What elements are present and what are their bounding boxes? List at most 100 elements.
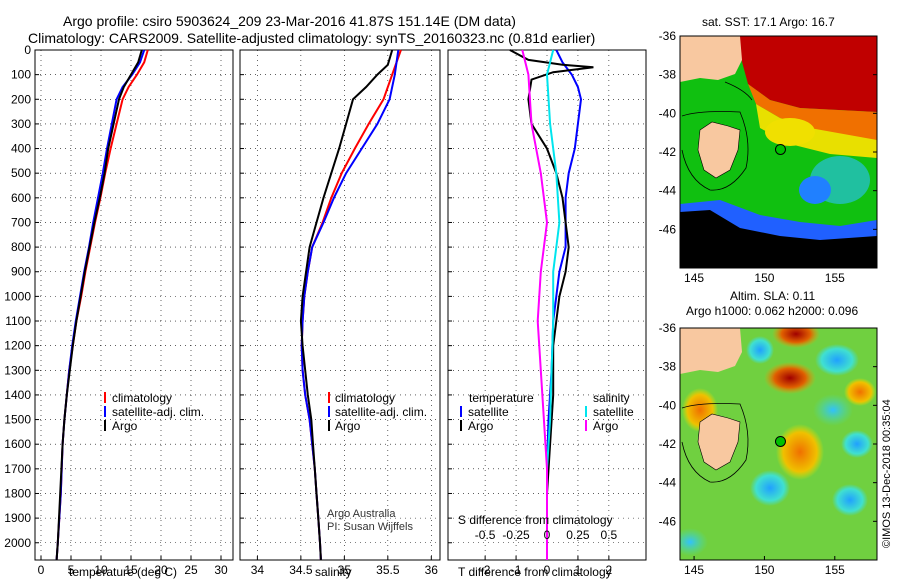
temperature-lines xyxy=(55,49,149,560)
legend-label-t-argo: Argo xyxy=(468,419,494,433)
depth-tick-label: 400 xyxy=(11,142,31,156)
salinity-ticks: 34 34.5 35 35.5 36 xyxy=(240,49,439,577)
x-tick-label: 35 xyxy=(338,563,352,577)
depth-tick-label: 100 xyxy=(11,68,31,82)
salinity-panel: 34 34.5 35 35.5 36 salinity climatology sate… xyxy=(239,49,441,579)
depth-tick-label: 1900 xyxy=(4,511,31,525)
depth-tick-label: 1100 xyxy=(5,314,31,328)
figure-title-line1: Argo profile: csiro 5903624_209 23-Mar-2… xyxy=(63,13,516,29)
sst-eddy-blue xyxy=(799,176,831,204)
sst-map-title: sat. SST: 17.1 Argo: 16.7 xyxy=(702,15,835,29)
depth-tick-label: 2000 xyxy=(4,536,31,550)
series-line-s-argo xyxy=(521,49,549,560)
sst-mainland xyxy=(680,36,742,82)
depth-tick-label: 900 xyxy=(11,265,31,279)
salinity-legend: climatology satellite-adj. clim. Argo xyxy=(328,391,427,433)
map-lat-label: -46 xyxy=(659,514,677,528)
difference-ticks: -2 -1 0 1 2 xyxy=(448,49,613,577)
top-tick-label: 0.25 xyxy=(566,528,590,542)
legend-label-t-satellite: satellite xyxy=(468,405,509,419)
legend-swatch-climatology xyxy=(328,392,330,403)
salinity-axes xyxy=(239,49,441,561)
map-lat-label: -38 xyxy=(659,68,677,82)
series-line-argo xyxy=(299,49,394,560)
sst-coast-contour xyxy=(724,81,753,101)
credit-pi: PI: Susan Wijffels xyxy=(327,521,413,533)
map-lat-label: -42 xyxy=(659,145,677,159)
legend-label-climatology: climatology xyxy=(112,391,172,405)
depth-tick-label: 1400 xyxy=(4,388,31,402)
sla-low-4 xyxy=(841,430,873,458)
depth-tick-label: 700 xyxy=(11,215,31,229)
depth-tick-label: 1800 xyxy=(4,486,31,500)
sla-map-title: Altim. SLA: 0.11 xyxy=(730,289,815,303)
difference-top-ticks: -0.5 -0.25 0 0.25 0.5 xyxy=(475,528,618,542)
sla-high-4 xyxy=(844,378,876,406)
difference-legend-salinity: salinity satellite Argo xyxy=(585,391,634,433)
map-lon-label: 150 xyxy=(754,563,774,577)
sla-shelf-contour xyxy=(681,403,749,483)
sst-tasmania xyxy=(697,121,741,179)
depth-tick-label: 0 xyxy=(24,43,31,57)
sla-map-ticks: 145 150 155 -36 -38 -40 -42 -44 -46 xyxy=(659,321,877,577)
map-lat-label: -40 xyxy=(659,398,677,412)
sst-map: sat. SST: 17.1 Argo: 16.7 145 150 155 -36 -3… xyxy=(659,15,878,285)
sla-low-3 xyxy=(813,394,853,426)
difference-legend-temperature: temperature satellite Argo xyxy=(460,391,534,433)
depth-tick-label: 800 xyxy=(11,240,31,254)
legend-label-satellite: satellite-adj. clim. xyxy=(335,405,427,419)
depth-tick-label: 300 xyxy=(11,117,31,131)
x-tick-label: 36 xyxy=(425,563,439,577)
sla-argo-marker xyxy=(774,435,786,447)
sla-low-2 xyxy=(815,344,859,376)
map-lon-label: 145 xyxy=(684,563,704,577)
map-lat-label: -38 xyxy=(659,360,677,374)
legend-label-climatology: climatology xyxy=(335,391,395,405)
sla-mainland xyxy=(680,328,742,374)
map-lat-label: -36 xyxy=(659,29,677,43)
depth-tick-label: 1700 xyxy=(4,462,31,476)
legend-label-satellite: satellite-adj. clim. xyxy=(112,405,204,419)
temperature-legend: climatology satellite-adj. clim. Argo xyxy=(104,391,204,433)
sla-map: Altim. SLA: 0.11 Argo h1000: 0.062 h2000… xyxy=(659,289,878,577)
temperature-ticks: 0100200300400500600700800900100011001200… xyxy=(4,43,228,577)
sst-shelf-contour xyxy=(681,111,749,191)
x-tick-label: 25 xyxy=(184,563,198,577)
sla-low-1 xyxy=(746,336,774,364)
depth-tick-label: 1200 xyxy=(4,339,31,353)
x-tick-label: 35.5 xyxy=(376,563,400,577)
top-tick-label: 0 xyxy=(544,528,551,542)
legend-label-s-satellite: satellite xyxy=(593,405,634,419)
legend-swatch-argo xyxy=(328,420,330,431)
series-line-argo xyxy=(55,49,143,560)
depth-tick-label: 1000 xyxy=(4,289,31,303)
top-tick-label: -0.5 xyxy=(475,528,496,542)
sst-map-ticks: 145 150 155 -36 -38 -40 -42 -44 -46 xyxy=(659,29,877,285)
legend-swatch-s-argo xyxy=(585,420,587,431)
x-tick-label: 15 xyxy=(124,563,138,577)
map-lat-label: -46 xyxy=(659,222,677,236)
map-lon-label: 150 xyxy=(754,271,774,285)
x-tick-label: 30 xyxy=(214,563,228,577)
sst-argo-marker xyxy=(774,143,786,155)
sst-warm-band xyxy=(748,84,877,140)
legend-label-s-argo: Argo xyxy=(593,419,619,433)
map-lat-label: -44 xyxy=(659,184,677,198)
sst-yellow-band xyxy=(756,104,877,158)
x-tick-label: 2 xyxy=(606,563,613,577)
map-lon-label: 155 xyxy=(825,563,845,577)
legend-swatch-climatology xyxy=(104,392,106,403)
legend-swatch-satellite xyxy=(328,406,330,417)
sla-high-3 xyxy=(776,424,824,480)
difference-panel: -2 -1 0 1 2 T difference from climatology S … xyxy=(447,49,647,579)
depth-tick-label: 1600 xyxy=(4,437,31,451)
sla-tasmania xyxy=(697,413,741,471)
difference-xlabel: T difference from climatology xyxy=(458,565,612,579)
sst-missing-data xyxy=(680,210,877,268)
sla-low-7 xyxy=(680,528,708,556)
legend-label-argo: Argo xyxy=(112,419,138,433)
depth-tick-label: 200 xyxy=(11,92,31,106)
map-lon-label: 155 xyxy=(825,271,845,285)
salinity-xlabel: salinity xyxy=(315,565,352,579)
